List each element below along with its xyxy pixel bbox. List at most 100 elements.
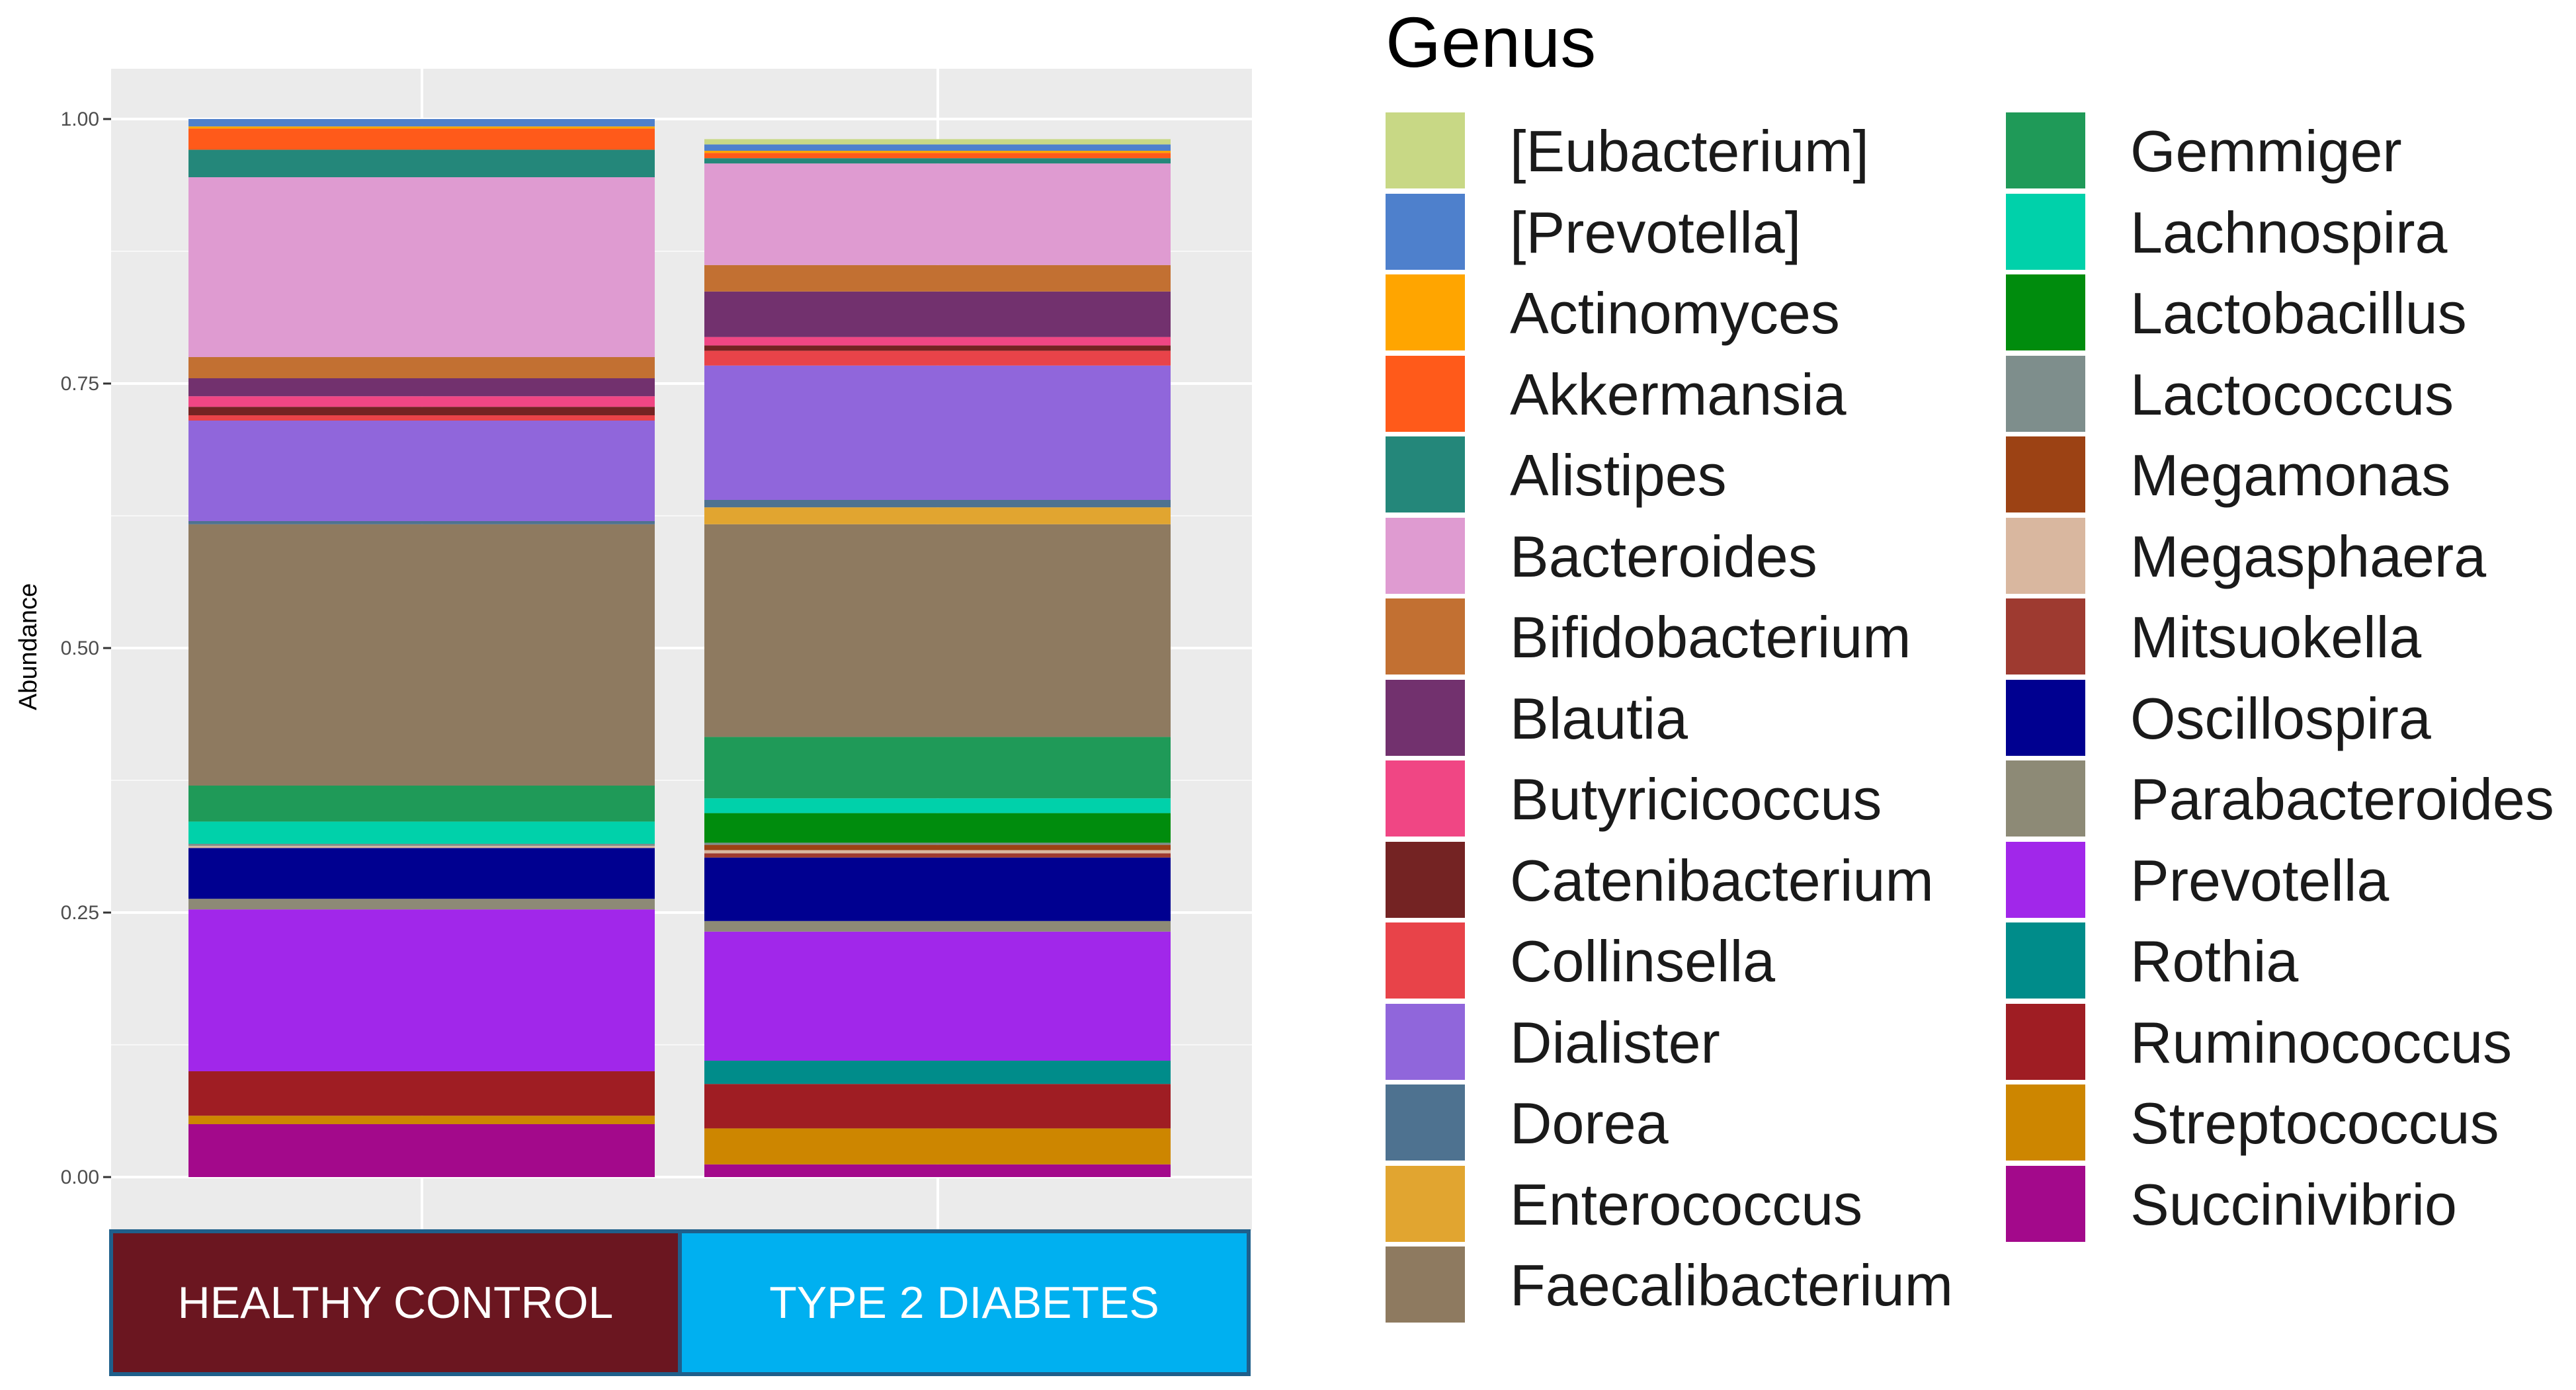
bar-segment [704, 139, 1171, 145]
bar-segment [704, 350, 1171, 366]
legend-key [2006, 1084, 2085, 1161]
y-tick-label: 0.50 [61, 637, 99, 659]
bar-segment [188, 396, 655, 407]
legend-key [1386, 760, 1465, 837]
legend-key [1386, 193, 1465, 270]
legend-key [2006, 355, 2085, 432]
bar-segment [188, 786, 655, 822]
legend-label: Ruminococcus [2130, 1009, 2513, 1075]
legend-label: Bacteroides [1510, 523, 1817, 589]
legend-key [2006, 1165, 2085, 1242]
bar-segment [704, 500, 1171, 508]
bar-segment [704, 1061, 1171, 1084]
bar-segment [188, 149, 655, 177]
bar-segment [704, 920, 1171, 932]
legend-key [1386, 598, 1465, 675]
bar-segment [188, 1071, 655, 1116]
y-tick-label: 0.75 [61, 373, 99, 395]
legend-key [2006, 922, 2085, 999]
facet-strips: HEALTHY CONTROL TYPE 2 DIABETES [109, 1229, 1251, 1376]
bar-segment [704, 853, 1171, 858]
bar-segment [704, 158, 1171, 164]
legend-key [2006, 436, 2085, 512]
legend-key [2006, 598, 2085, 675]
bar-segment [188, 821, 655, 844]
legend-label: Megasphaera [2130, 523, 2487, 589]
y-tick-label: 0.00 [61, 1166, 99, 1188]
legend-key [1386, 1003, 1465, 1080]
legend-label: Faecalibacterium [1510, 1252, 1954, 1318]
bar-segment [704, 1084, 1171, 1129]
bar-segment [704, 844, 1171, 850]
legend-label: Catenibacterium [1510, 847, 1934, 913]
legend-label: Alistipes [1510, 442, 1727, 508]
legend-label: Dialister [1510, 1009, 1720, 1075]
bar-segment [188, 848, 655, 899]
legend-label: Blautia [1510, 685, 1688, 751]
bar-segment [188, 1116, 655, 1124]
bar-segment [188, 415, 655, 421]
bar-segment [704, 345, 1171, 351]
legend-key [2006, 841, 2085, 918]
bar-segment [188, 357, 655, 378]
bar-segment [188, 899, 655, 910]
legend-key [2006, 679, 2085, 756]
facet-strip-label: HEALTHY CONTROL [178, 1278, 614, 1328]
legend-label: Butyricicoccus [1510, 766, 1882, 832]
bar-segment [704, 337, 1171, 346]
bar-segment [704, 163, 1171, 265]
bar-segment [188, 378, 655, 397]
bar-segment [704, 365, 1171, 500]
legend-key [2006, 1003, 2085, 1080]
legend-label: Akkermansia [1510, 361, 1847, 427]
legend-label: Gemmiger [2130, 118, 2402, 184]
legend-label: Mitsuokella [2130, 604, 2422, 670]
legend-label: Lactococcus [2130, 361, 2454, 427]
bar-segment [704, 144, 1171, 151]
legend-label: Prevotella [2130, 847, 2389, 913]
legend-label: Dorea [1510, 1090, 1669, 1156]
legend: Genus [Eubacterium] [Prevotella] Actinomyc… [1386, 0, 2576, 1390]
legend-label: [Prevotella] [1510, 199, 1802, 265]
bar-segment [704, 857, 1171, 921]
legend-key [2006, 193, 2085, 270]
bar-segment [704, 151, 1171, 153]
legend-label: Streptococcus [2130, 1090, 2499, 1156]
legend-key [2006, 274, 2085, 350]
legend-key [2006, 517, 2085, 594]
stacked-bars [188, 119, 1171, 1177]
stacked-bar-chart: 0.00 0.25 0.50 0.75 1.00 Abundance HEALTHY C… [15, 69, 1252, 1376]
bar-segment [704, 1128, 1171, 1165]
bar-segment [704, 842, 1171, 845]
y-axis: 0.00 0.25 0.50 0.75 1.00 [61, 108, 939, 1239]
bar-segment [704, 850, 1171, 854]
legend-key [1386, 436, 1465, 512]
bar-segment [704, 931, 1171, 1061]
bar-segment [188, 407, 655, 415]
legend-key [1386, 517, 1465, 594]
legend-key [1386, 1165, 1465, 1242]
legend-key [1386, 355, 1465, 432]
bar-segment [704, 153, 1171, 159]
legend-key [1386, 841, 1465, 918]
facet-strip [678, 1229, 1251, 1376]
legend-key [2006, 112, 2085, 188]
legend-label: Actinomyces [1510, 280, 1840, 346]
bar-segment [188, 1124, 655, 1177]
facet-strip-label: TYPE 2 DIABETES [769, 1278, 1159, 1328]
bar-segment [704, 265, 1171, 292]
facet-strip [109, 1229, 682, 1376]
legend-label: [Eubacterium] [1510, 118, 1869, 184]
bar-segment [188, 119, 655, 127]
bar-segment [704, 737, 1171, 799]
bar-segment [704, 524, 1171, 737]
bar-segment [704, 1164, 1171, 1177]
bar-segment [704, 798, 1171, 813]
bar-segment [188, 126, 655, 129]
bar-segment [188, 128, 655, 150]
legend-label: Succinivibrio [2130, 1171, 2457, 1237]
legend-key [2006, 760, 2085, 837]
legend-key [1386, 274, 1465, 350]
bar-segment [188, 844, 655, 846]
legend-key [1386, 112, 1465, 188]
